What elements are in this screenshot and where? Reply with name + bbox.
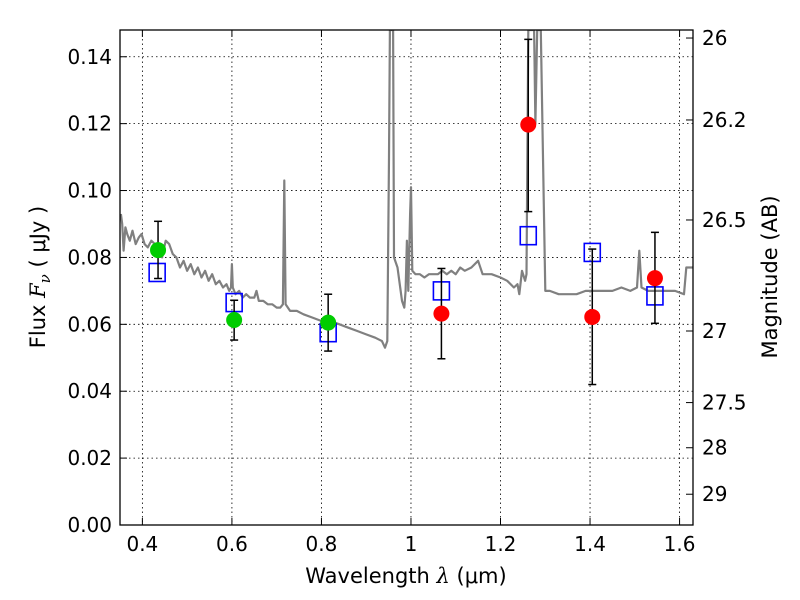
x-axis-label: Wavelength λ (μm) (305, 564, 506, 588)
y2-tick-label: 26 (702, 26, 727, 50)
y-tick-label: 0.00 (67, 513, 112, 537)
plot-frame (119, 29, 694, 526)
model-photometry-square (148, 262, 166, 283)
y-axis-label: Flux Fν ( μJy ) (26, 206, 54, 348)
x-tick-label: 0.4 (126, 532, 158, 556)
y-tick-label: 0.14 (67, 45, 112, 69)
y2-tick-label: 29 (702, 482, 727, 506)
y2-tick-label: 27 (702, 319, 727, 343)
x-tick-label: 1.4 (574, 532, 606, 556)
x-tick-label: 1.6 (664, 532, 696, 556)
observed-point-red (584, 308, 601, 325)
y-tick-label: 0.04 (67, 379, 112, 403)
observed-point-green (320, 314, 337, 331)
y2-tick-label: 28 (702, 436, 727, 460)
observed-point-green (150, 242, 167, 259)
x-tick-label: 1.2 (485, 532, 517, 556)
observed-point-red (646, 270, 663, 287)
x-tick-label: 1 (405, 532, 418, 556)
y-tick-label: 0.12 (67, 112, 112, 136)
y2-tick-label: 26.2 (702, 108, 747, 132)
x-tick-label: 0.6 (216, 532, 248, 556)
y2-tick-label: 26.5 (702, 208, 747, 232)
observed-point-red (433, 305, 450, 322)
y-tick-label: 0.08 (67, 245, 112, 269)
plot-area (120, 30, 693, 349)
markers (148, 38, 664, 386)
x-tick-label: 0.8 (306, 532, 338, 556)
y-tick-label: 0.02 (67, 446, 112, 470)
y2-axis-label: Magnitude (AB) (758, 195, 782, 358)
observed-point-green (226, 311, 243, 328)
y-tick-label: 0.06 (67, 312, 112, 336)
axes: 0.4 0.6 0.8 1 1.2 1.4 1.6 0.00 0.02 0.04 0.06 0.08 0… (67, 26, 746, 556)
y-tick-label: 0.10 (67, 179, 112, 203)
y2-tick-label: 27.5 (702, 391, 747, 415)
sed-model-line (120, 30, 693, 349)
observed-point-red (520, 116, 537, 133)
model-photometry-square (519, 225, 538, 246)
